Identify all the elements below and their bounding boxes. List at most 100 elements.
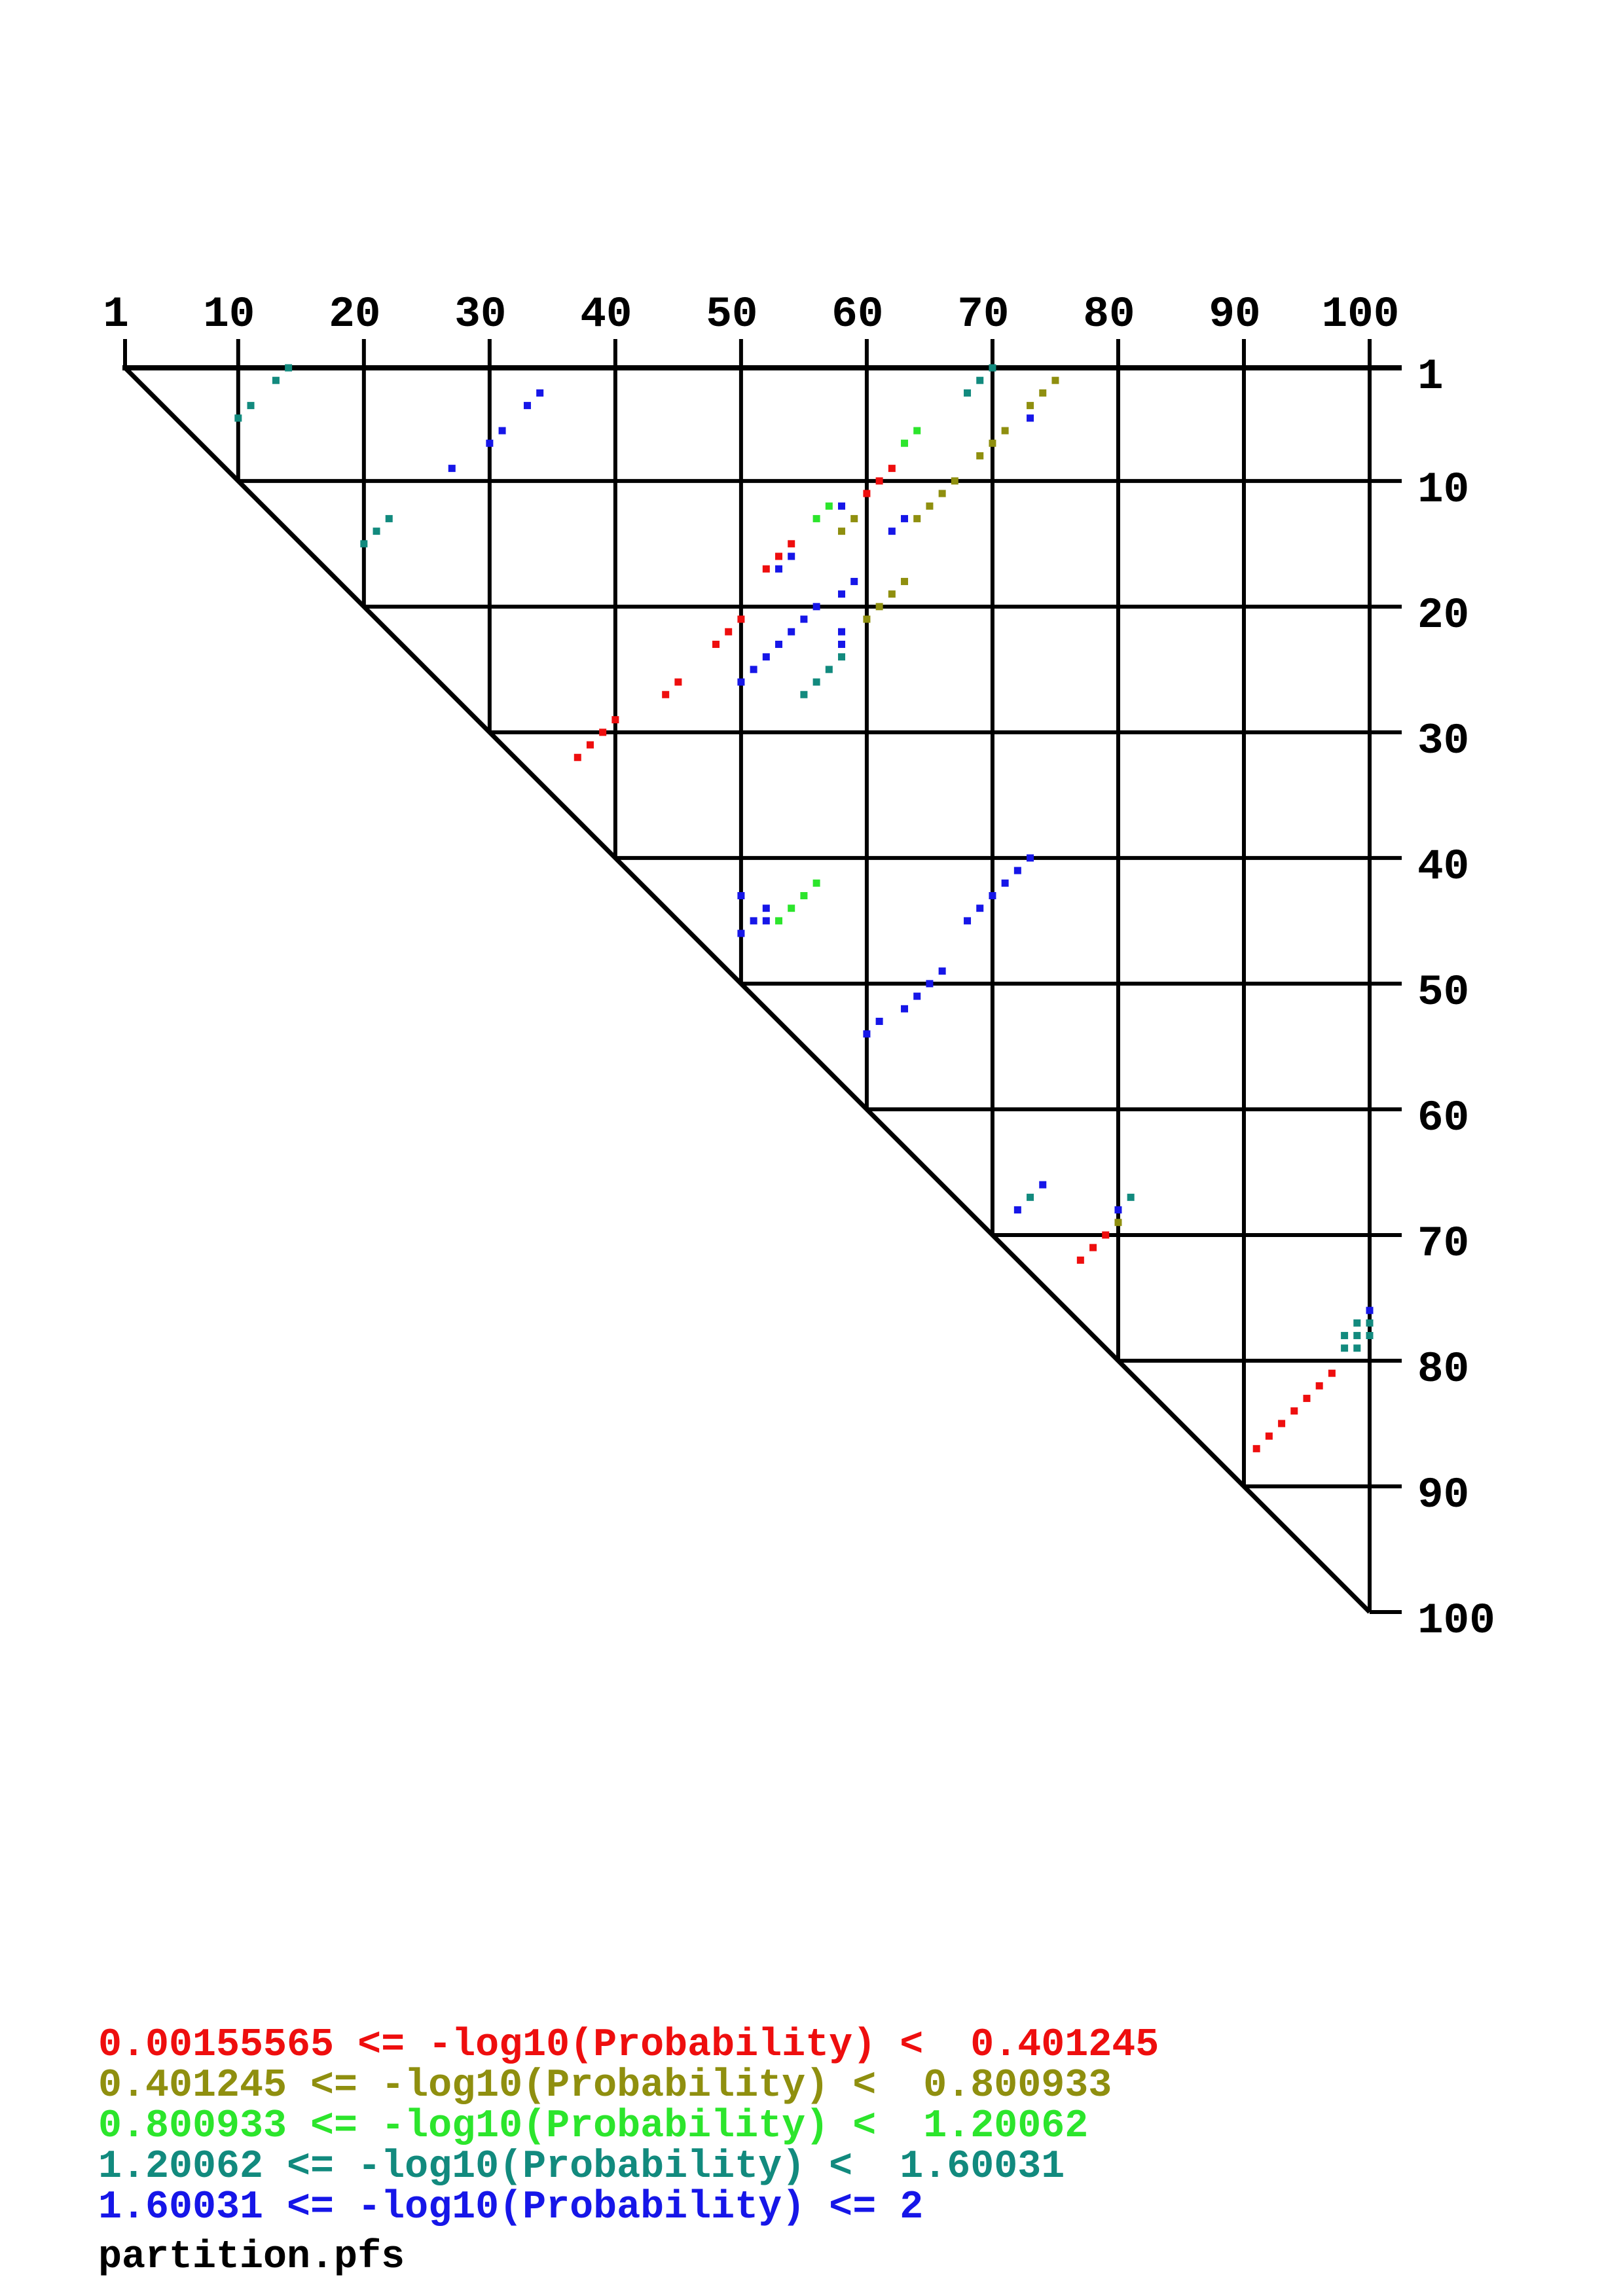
probability-dot-class-1: [1089, 1244, 1097, 1251]
probability-dot-class-5: [737, 891, 745, 899]
probability-dot-class-3: [901, 439, 909, 447]
probability-dot-class-4: [964, 389, 972, 397]
probability-dot-class-1: [1328, 1369, 1336, 1377]
probability-dot-class-5: [750, 917, 757, 925]
probability-dot-class-3: [825, 502, 833, 510]
probability-dot-class-5: [800, 615, 808, 623]
probability-dot-class-5: [838, 590, 846, 598]
probability-dot-class-5: [901, 514, 909, 522]
probability-dot-class-5: [448, 465, 456, 473]
probability-dot-class-5: [737, 929, 745, 937]
probability-dot-class-2: [938, 490, 946, 497]
probability-dot-class-4: [1341, 1332, 1349, 1340]
x-axis-tick-label: 90: [1209, 290, 1260, 339]
x-axis-tick-label: 80: [1083, 290, 1135, 339]
probability-dot-class-5: [863, 1030, 871, 1038]
y-axis-tick-label: 70: [1417, 1219, 1469, 1268]
y-axis-tick-label: 90: [1417, 1471, 1469, 1520]
probability-dot-class-5: [1027, 854, 1034, 862]
y-axis-tick-label: 40: [1417, 842, 1469, 891]
probability-dot-class-5: [1013, 1206, 1021, 1214]
probability-dot-class-5: [850, 577, 858, 585]
probability-dot-class-3: [913, 427, 921, 435]
probability-dot-class-2: [913, 514, 921, 522]
probability-dot-class-2: [951, 477, 958, 485]
x-axis-tick-label: 20: [329, 290, 380, 339]
probability-dot-class-2: [901, 577, 909, 585]
probability-dot-class-1: [574, 753, 581, 761]
x-axis-tick-label: 10: [203, 290, 255, 339]
probability-dot-class-5: [812, 603, 820, 611]
probability-dot-class-4: [272, 376, 280, 384]
probability-dot-class-4: [373, 528, 380, 535]
probability-dot-class-5: [536, 389, 544, 397]
probability-dot-class-4: [1341, 1344, 1349, 1352]
probability-dot-class-4: [838, 653, 846, 661]
probability-dot-class-5: [838, 502, 846, 510]
probability-dot-class-2: [926, 502, 934, 510]
probability-dot-class-4: [1366, 1332, 1374, 1340]
probability-dot-class-2: [838, 528, 846, 535]
file-name-label: partition.pfs: [98, 2235, 405, 2280]
probability-dot-class-1: [712, 640, 720, 648]
probability-dot-class-5: [926, 980, 934, 988]
probability-dot-class-5: [775, 640, 783, 648]
y-axis-tick-label: 50: [1417, 968, 1469, 1017]
probability-dot-class-2: [850, 514, 858, 522]
y-axis-tick-label: 60: [1417, 1094, 1469, 1143]
probability-dot-class-1: [662, 691, 670, 698]
probability-dot-class-1: [863, 490, 871, 497]
probability-dot-class-5: [901, 1005, 909, 1013]
probability-dot-class-4: [825, 666, 833, 673]
probability-dot-class-5: [737, 678, 745, 686]
probability-dot-class-4: [1366, 1319, 1374, 1327]
legend-line-class-1: 0.00155565 <= -log10(Probability) < 0.40…: [98, 2023, 1159, 2068]
probability-dot-class-1: [611, 716, 619, 724]
probability-dot-class-2: [1001, 427, 1009, 435]
probability-dot-class-5: [838, 640, 846, 648]
probability-dot-class-5: [762, 917, 770, 925]
probability-dot-class-2: [1027, 402, 1034, 410]
y-axis-tick-label: 10: [1417, 465, 1469, 514]
probability-dot-class-5: [1366, 1306, 1374, 1314]
probability-dot-class-5: [750, 666, 757, 673]
probability-dot-class-4: [812, 678, 820, 686]
probability-dot-class-3: [800, 891, 808, 899]
probability-dot-class-3: [788, 905, 795, 912]
probability-dot-class-1: [1265, 1432, 1273, 1440]
probability-dot-class-1: [1315, 1382, 1323, 1390]
probability-dot-class-1: [1102, 1231, 1110, 1239]
y-axis-tick-label: 80: [1417, 1345, 1469, 1394]
legend-line-class-2: 0.401245 <= -log10(Probability) < 0.8009…: [98, 2064, 1112, 2108]
probability-dot-class-5: [788, 628, 795, 636]
probability-dot-class-4: [247, 402, 255, 410]
probability-dot-class-4: [989, 364, 996, 372]
probability-dot-class-1: [875, 477, 883, 485]
y-axis-tick-label: 20: [1417, 591, 1469, 640]
probability-dot-class-1: [1290, 1407, 1298, 1415]
probability-dot-class-1: [674, 678, 682, 686]
probability-dot-class-5: [486, 439, 494, 447]
probability-dot-class-1: [775, 552, 783, 560]
y-axis-tick-label: 30: [1417, 717, 1469, 766]
probability-dot-class-4: [976, 376, 984, 384]
probability-dot-class-4: [234, 414, 242, 422]
probability-dot-class-5: [1114, 1206, 1122, 1214]
probability-dot-class-5: [888, 528, 896, 535]
probability-dot-class-4: [360, 540, 368, 548]
x-axis-tick-label: 1: [103, 290, 129, 339]
probability-dot-class-5: [523, 402, 531, 410]
probability-dot-class-1: [586, 741, 594, 749]
probability-dot-class-5: [875, 1018, 883, 1026]
probability-dot-class-4: [1353, 1344, 1361, 1352]
probability-dot-class-1: [737, 615, 745, 623]
probability-dot-class-2: [863, 615, 871, 623]
probability-dot-class-2: [989, 439, 996, 447]
legend-line-class-5: 1.60031 <= -log10(Probability) <= 2: [98, 2185, 924, 2230]
x-axis-tick-label: 30: [454, 290, 506, 339]
probability-dot-class-2: [1039, 389, 1047, 397]
legend-line-class-3: 0.800933 <= -log10(Probability) < 1.2006…: [98, 2104, 1089, 2149]
probability-dot-class-2: [1051, 376, 1059, 384]
probability-dot-class-4: [1127, 1193, 1135, 1201]
